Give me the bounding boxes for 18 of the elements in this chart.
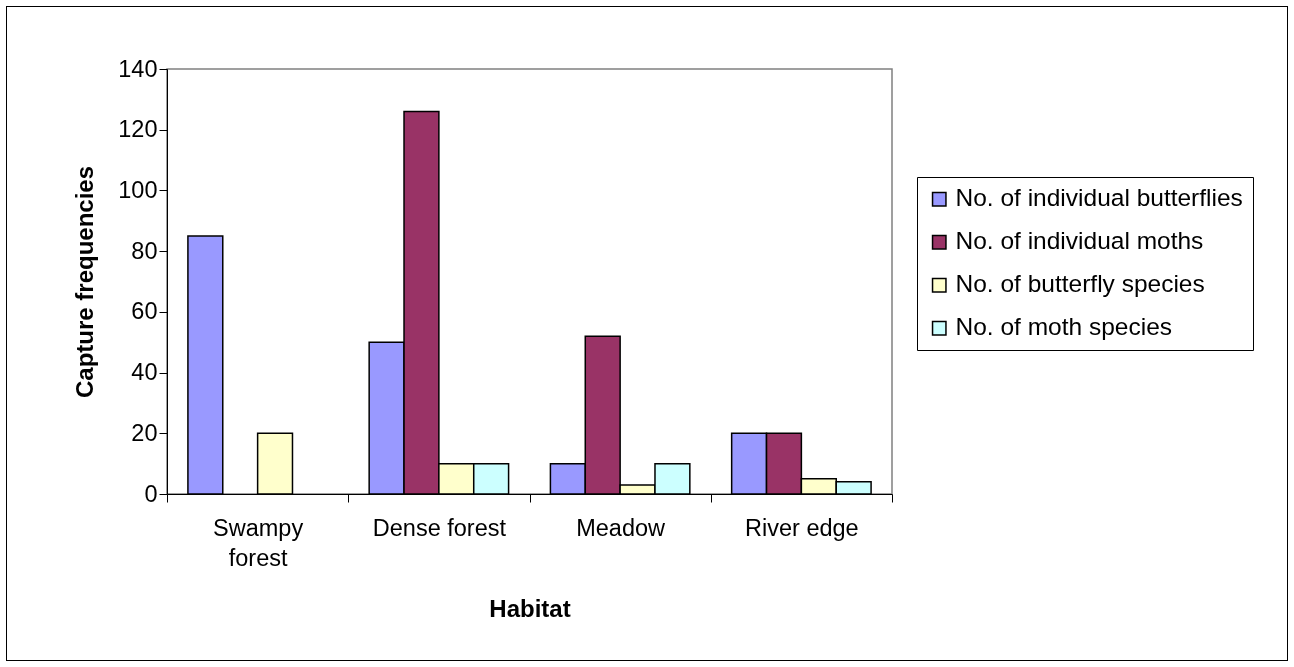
y-tick-label: 140 <box>118 55 158 82</box>
legend-label: No. of butterfly species <box>955 270 1205 298</box>
y-axis-title: Capture frequencies <box>71 165 99 399</box>
y-tick-label: 120 <box>118 116 158 143</box>
legend-label: No. of individual butterflies <box>955 184 1243 212</box>
y-tick-label: 80 <box>131 237 158 264</box>
legend-label: No. of moth species <box>955 313 1173 341</box>
x-tick-label: Dense forest <box>372 514 507 541</box>
y-tick-label: 60 <box>131 298 158 325</box>
x-axis-title: Habitat <box>489 595 571 622</box>
x-tick-label: Meadow <box>576 514 667 541</box>
y-tick-label: 40 <box>131 359 158 386</box>
y-tick-label: 0 <box>144 480 158 507</box>
legend-label: No. of individual moths <box>955 227 1204 255</box>
y-tick-label: 20 <box>131 419 158 446</box>
x-tick-label: River edge <box>745 514 859 541</box>
y-tick-label: 100 <box>118 176 158 203</box>
x-tick-label: Swampy forest <box>213 514 304 571</box>
